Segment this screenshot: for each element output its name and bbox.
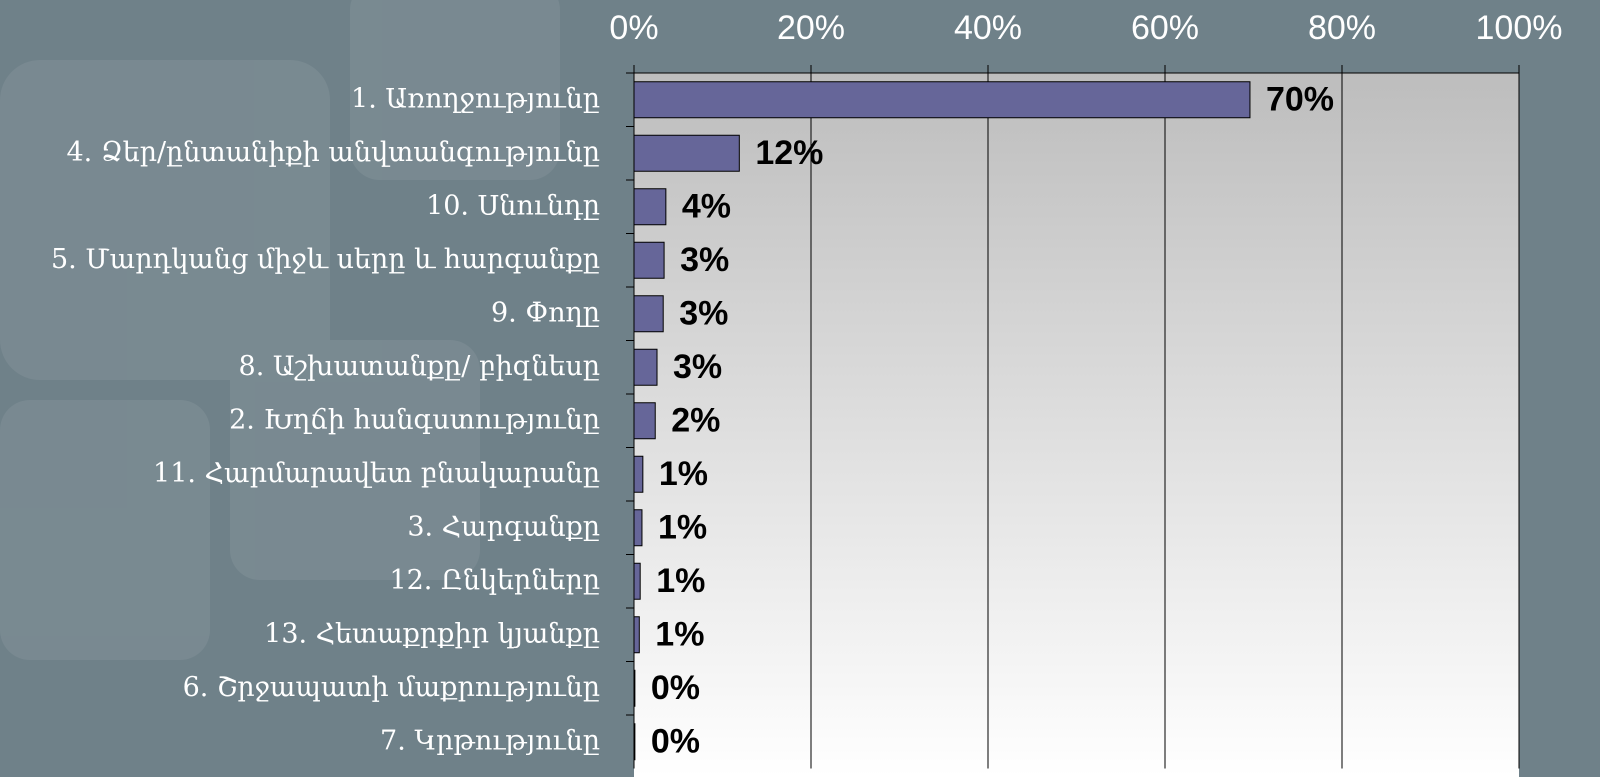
bar [633, 669, 636, 707]
value-label: 1% [656, 562, 705, 600]
bar [633, 455, 644, 493]
value-label: 12% [755, 134, 823, 172]
bar [633, 81, 1251, 119]
category-label: 11. Հարմարավետ բնակարանը [153, 458, 600, 489]
bar [633, 616, 640, 654]
category-label: 6. Շրջապատի մաքրությունը [183, 672, 600, 703]
category-label: 8. Աշխատանքը/ բիզնեսը [239, 351, 600, 382]
category-label: 9. Փողը [491, 297, 600, 328]
bar [633, 134, 740, 172]
value-label: 3% [680, 241, 729, 279]
value-label: 1% [655, 616, 704, 654]
value-label: 3% [679, 295, 728, 333]
value-label: 2% [671, 402, 720, 440]
value-label: 0% [651, 723, 700, 761]
value-label: 0% [651, 669, 700, 707]
bar [633, 295, 664, 333]
x-tick-label: 20% [777, 9, 845, 47]
category-label: 10. Սնունդը [426, 190, 600, 221]
background-decoration [0, 0, 560, 660]
category-label: 3. Հարգանքը [407, 511, 600, 542]
category-label: 7. Կրթությունը [380, 725, 600, 756]
category-label: 1. Առողջությունը [351, 83, 600, 114]
plot-area [634, 73, 1519, 777]
bar [633, 348, 658, 386]
value-label: 1% [659, 455, 708, 493]
value-label: 3% [673, 348, 722, 386]
bar [633, 509, 643, 547]
x-tick-label: 80% [1308, 9, 1376, 47]
bar [633, 188, 667, 226]
category-label: 12. Ընկերները [389, 565, 600, 596]
x-tick-label: 60% [1131, 9, 1199, 47]
bar [633, 723, 636, 761]
x-tick-label: 0% [609, 9, 658, 47]
category-label: 2. Խղճի հանգստությունը [229, 404, 600, 435]
value-label: 4% [682, 188, 731, 226]
x-tick-label: 40% [954, 9, 1022, 47]
bar [633, 402, 656, 440]
x-tick-label: 100% [1476, 9, 1563, 47]
category-label: 13. Հետաքրքիր կյանքը [264, 618, 600, 649]
category-label: 4. Ձեր/ընտանիքի անվտանգությունը [66, 137, 600, 168]
bar [633, 241, 665, 279]
bar [633, 562, 641, 600]
value-label: 70% [1266, 81, 1334, 119]
category-label: 5. Մարդկանց միջև սերը և հարգանքը [51, 244, 600, 275]
value-label: 1% [658, 509, 707, 547]
